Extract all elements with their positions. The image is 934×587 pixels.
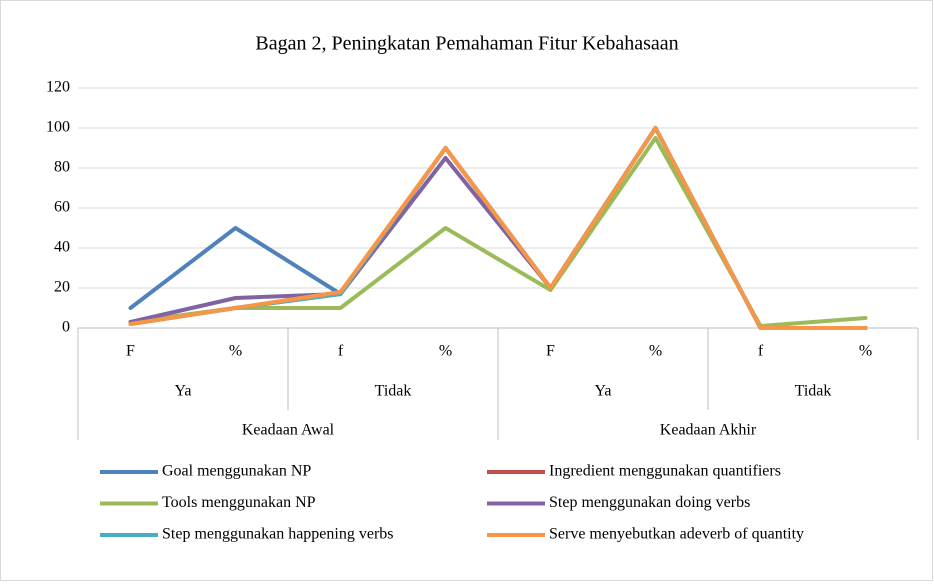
y-tick-label: 100 (46, 119, 70, 136)
group-label: Ya (594, 383, 611, 400)
series-line (128, 126, 868, 330)
x-tick-label: F (126, 343, 135, 360)
legend-label: Tools menggunakan NP (162, 494, 316, 511)
y-tick-label: 80 (54, 159, 70, 176)
group-label: Tidak (795, 383, 832, 400)
chart-title: Bagan 2, Peningkatan Pemahaman Fitur Keb… (255, 33, 678, 55)
group-label: Keadaan Akhir (660, 422, 757, 439)
x-tick-label: F (546, 343, 555, 360)
group-label: Tidak (375, 383, 412, 400)
x-tick-label: % (859, 343, 872, 360)
x-tick-label: f (338, 343, 344, 360)
y-tick-label: 40 (54, 239, 70, 256)
group-label: Ya (174, 383, 191, 400)
legend-label: Step menggunakan happening verbs (162, 526, 394, 543)
x-tick-label: f (758, 343, 764, 360)
group-label: Keadaan Awal (242, 422, 335, 439)
y-tick-label: 60 (54, 199, 70, 216)
legend-label: Step menggunakan doing verbs (549, 494, 750, 511)
legend-label: Serve menyebutkan adeverb of quantity (549, 526, 804, 543)
x-tick-label: % (439, 343, 452, 360)
y-tick-label: 20 (54, 279, 70, 296)
legend-label: Ingredient menggunakan quantifiers (549, 463, 781, 480)
x-tick-label: % (229, 343, 242, 360)
x-tick-label: % (649, 343, 662, 360)
legend-label: Goal menggunakan NP (162, 463, 311, 480)
y-tick-label: 0 (62, 319, 70, 336)
y-tick-label: 120 (46, 79, 70, 96)
